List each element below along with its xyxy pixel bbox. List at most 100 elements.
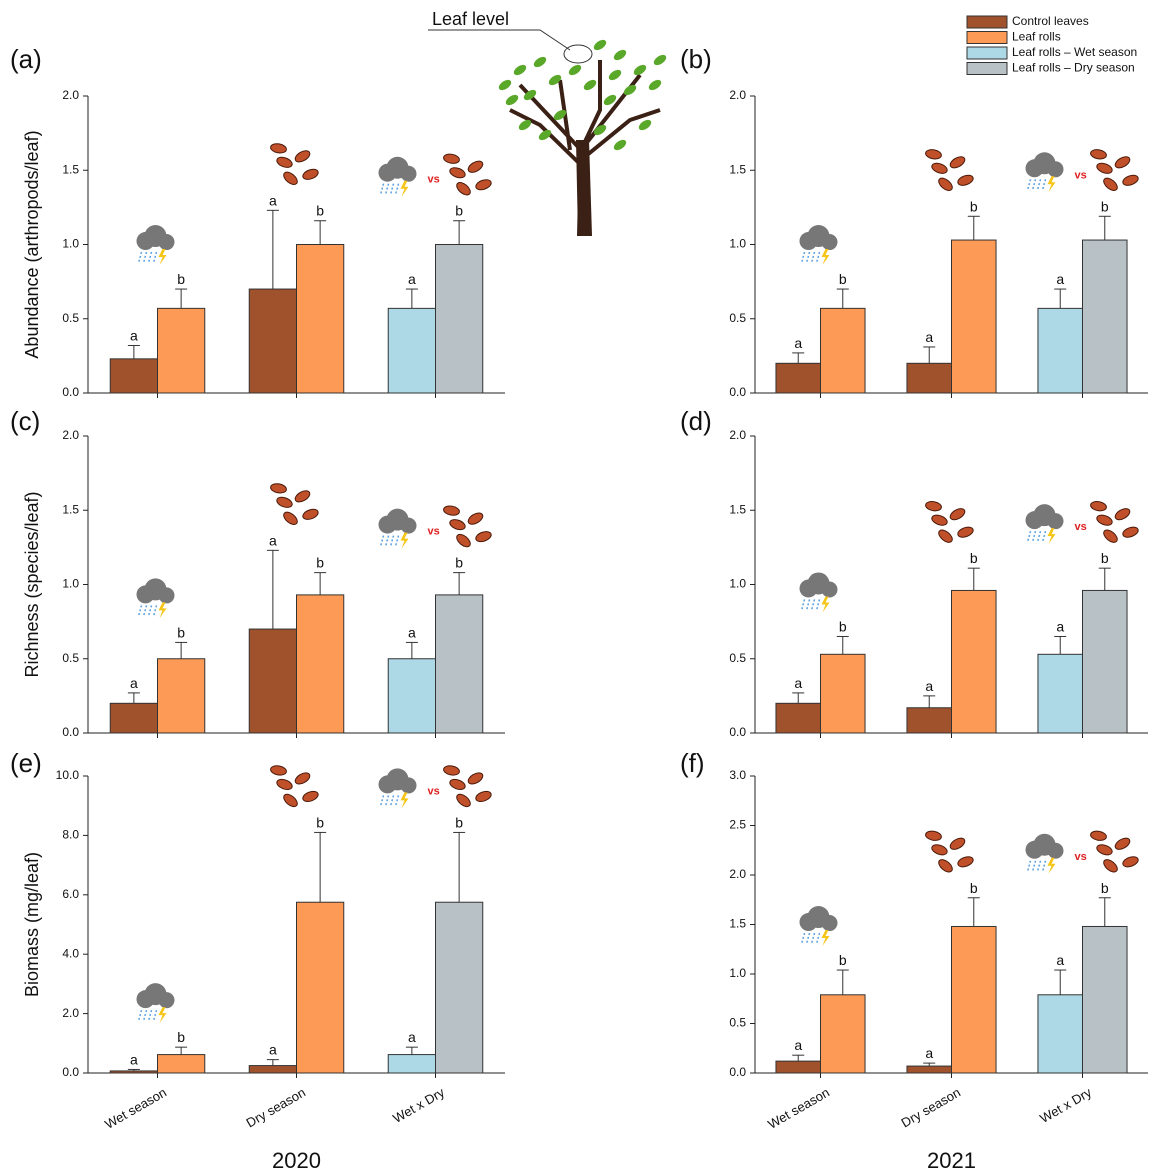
- leaf-roll: [270, 143, 287, 154]
- rain: [805, 251, 811, 264]
- legend-swatch: [966, 62, 1008, 75]
- y-tick-label: 1.5: [62, 162, 79, 176]
- leaf-roll: [957, 856, 974, 868]
- error-bar: [314, 220, 327, 245]
- legend-swatch: [966, 15, 1008, 29]
- bar: [906, 707, 953, 734]
- significance-letter: b: [177, 1029, 185, 1045]
- bolt: [821, 596, 830, 613]
- rain: [810, 932, 816, 945]
- bar: [820, 307, 866, 394]
- significance-letter: a: [130, 327, 138, 343]
- tree-leaf: [603, 94, 617, 106]
- y-tick-label: 10.0: [56, 768, 80, 782]
- leaf-roll-icon: [270, 143, 319, 186]
- rain: [152, 251, 158, 264]
- comparison-text: vs: [428, 174, 440, 186]
- cloud: [158, 587, 175, 604]
- tree-leaf: [613, 139, 627, 151]
- leaf-roll: [475, 531, 492, 543]
- bar: [248, 288, 298, 394]
- leaf-roll: [938, 529, 953, 543]
- legend-swatch: [966, 31, 1008, 44]
- y-tick-label: 6.0: [62, 887, 79, 901]
- leaf-roll: [1096, 844, 1113, 856]
- error-bar: [405, 641, 418, 659]
- annotation: Leaf level: [432, 9, 509, 29]
- leaf-roll: [294, 150, 311, 163]
- cloud: [1047, 513, 1064, 530]
- leaf-roll: [931, 844, 948, 856]
- bar: [1037, 653, 1083, 734]
- y-tick-label: 1.0: [62, 577, 79, 591]
- weather-icon: [1025, 833, 1064, 874]
- tree-illustration: Leaf level: [428, 9, 661, 237]
- significance-letter: a: [794, 1037, 802, 1053]
- rain: [394, 535, 400, 547]
- error-bar: [923, 695, 936, 708]
- leaf-roll: [302, 508, 319, 520]
- bolt: [1047, 176, 1056, 193]
- rain: [800, 932, 806, 945]
- weather-icon: [1025, 504, 1064, 545]
- leaf-roll: [475, 790, 492, 802]
- leaf-roll: [1114, 837, 1131, 850]
- panel-label: (d): [680, 406, 712, 436]
- y-tick-label: 2.5: [729, 818, 746, 832]
- error-bar: [836, 635, 849, 655]
- leaf-roll-icon: [443, 765, 492, 808]
- rain: [815, 599, 821, 611]
- significance-letter: b: [1101, 550, 1109, 566]
- significance-letter: a: [1056, 271, 1064, 287]
- x-tick-label: Wet season: [765, 1085, 832, 1132]
- leaf-roll-icon: [925, 501, 974, 543]
- leaf-roll: [931, 514, 948, 526]
- y-tick-label: 2.0: [729, 867, 746, 881]
- rain: [384, 183, 390, 195]
- significance-letter: b: [455, 555, 463, 571]
- y-tick-label: 2.0: [729, 428, 746, 442]
- y-tick-label: 2.0: [729, 88, 746, 102]
- significance-letter: a: [794, 335, 802, 351]
- rain: [394, 795, 400, 807]
- leaf-roll-icon: [1090, 830, 1139, 873]
- y-tick-label: 2.0: [62, 1006, 79, 1020]
- y-tick-label: 0.0: [62, 1065, 79, 1079]
- leaf-roll: [1103, 529, 1118, 543]
- bar: [387, 658, 436, 734]
- panel-label: (a): [10, 44, 42, 74]
- bar: [248, 1065, 298, 1074]
- leaf-roll: [443, 505, 460, 516]
- cloud: [400, 165, 417, 182]
- panel-label: (c): [10, 406, 40, 436]
- error-bar: [314, 831, 327, 903]
- bolt: [158, 249, 167, 266]
- significance-letter: b: [970, 550, 978, 566]
- bar: [906, 1065, 953, 1074]
- leaf-roll: [1103, 177, 1118, 191]
- tree-leaf: [568, 64, 582, 76]
- leaf-roll: [467, 772, 484, 785]
- leaf-roll: [276, 156, 293, 168]
- leaf-roll: [449, 778, 466, 790]
- error-bar: [792, 352, 805, 364]
- rain: [1036, 860, 1042, 872]
- significance-letter: b: [839, 271, 847, 287]
- panel-label: (f): [680, 748, 705, 778]
- leaf-roll: [475, 179, 492, 191]
- error-bar: [792, 692, 805, 704]
- error-bar: [923, 346, 936, 364]
- y-tick-label: 2.0: [62, 428, 79, 442]
- error-bar: [1098, 215, 1111, 241]
- rain: [1026, 860, 1032, 872]
- leaf-roll: [949, 837, 966, 850]
- leaf-roll-icon: [443, 505, 492, 548]
- y-tick-label: 1.0: [729, 577, 746, 591]
- bar: [387, 307, 436, 394]
- y-tick-label: 0.5: [729, 651, 746, 665]
- comparison-text: vs: [1075, 851, 1087, 863]
- error-bar: [967, 897, 980, 927]
- error-bar: [967, 567, 980, 591]
- rain: [1041, 860, 1047, 872]
